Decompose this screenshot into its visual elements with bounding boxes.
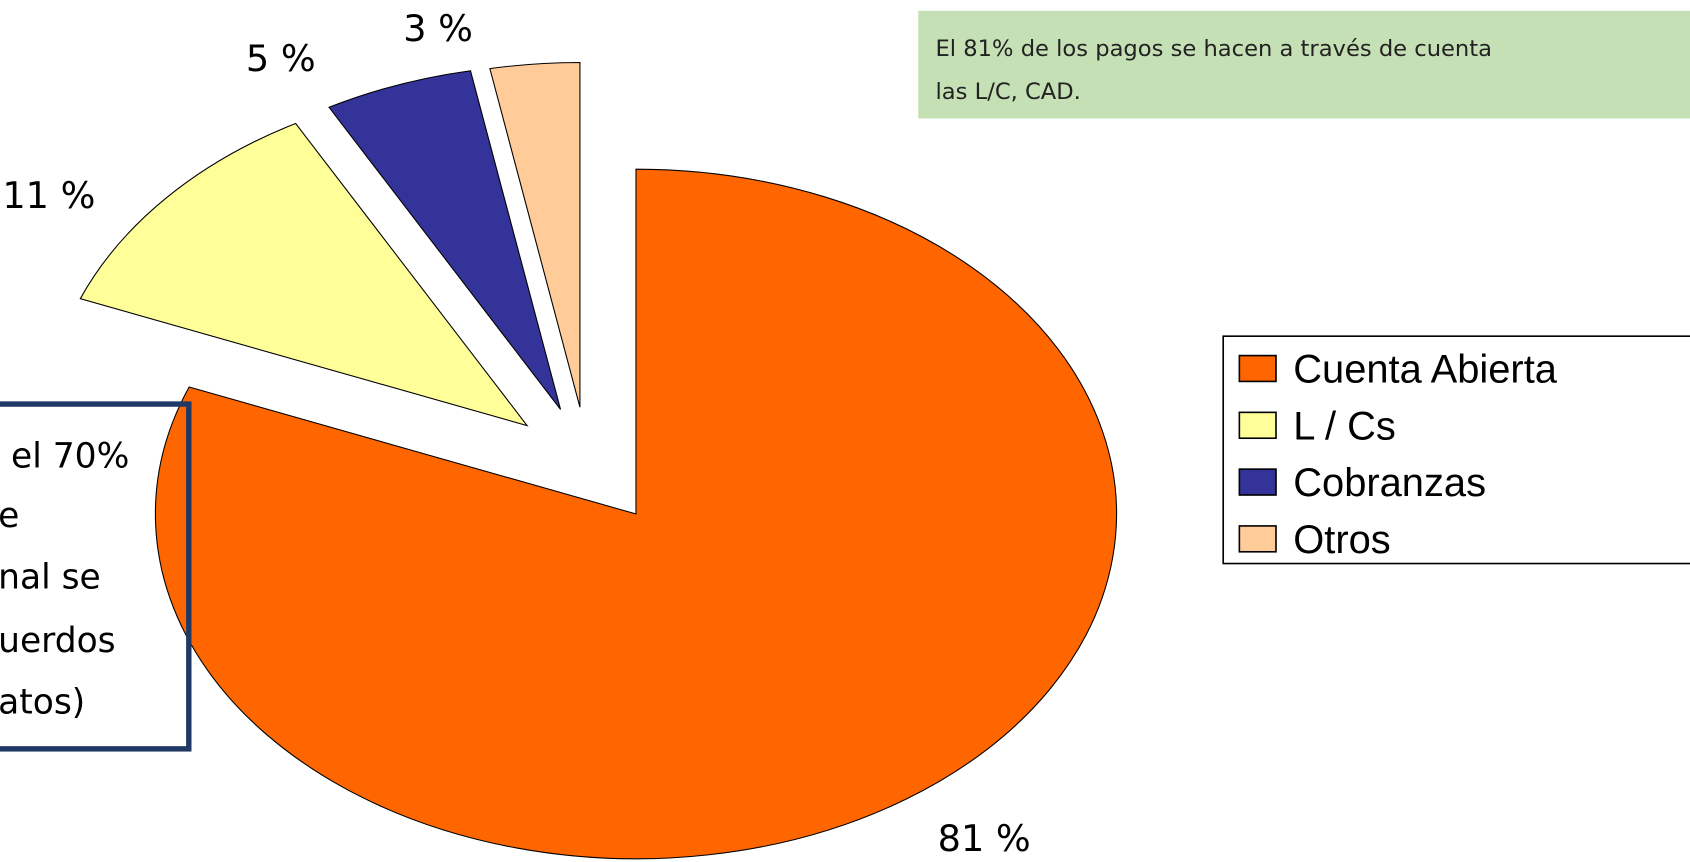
pie-slice [489, 61, 581, 408]
callout-line: e [0, 496, 19, 536]
legend-box [1222, 335, 1690, 565]
callout-line: atos) [0, 682, 85, 722]
legend-swatch [1238, 468, 1277, 496]
callout-line: el 70% [11, 437, 129, 477]
legend-label: Cuenta Abierta [1293, 348, 1558, 392]
note-line: El 81% de los pagos se hacen a través de… [936, 36, 1492, 62]
slice-label: 5 % [246, 37, 316, 80]
legend-label: Otros [1293, 518, 1390, 562]
pie-slice [328, 70, 562, 410]
legend-swatch [1238, 525, 1277, 553]
legend-label: L / Cs [1293, 404, 1396, 448]
slice-label: 3 % [403, 7, 473, 50]
legend-swatch [1238, 411, 1277, 440]
note-box [918, 10, 1690, 119]
note-line: las L/C, CAD. [936, 79, 1081, 105]
pie [79, 61, 1118, 860]
pie-slice [79, 122, 529, 427]
slice-label: 11 % [2, 174, 95, 217]
callout-line: nal se [0, 557, 101, 597]
callout-box [0, 401, 192, 752]
legend-label: Cobranzas [1293, 461, 1486, 505]
pie-slice [154, 168, 1118, 860]
legend-swatch [1238, 354, 1277, 383]
callout-line: uerdos [0, 621, 116, 661]
slice-label: 81 % [938, 817, 1031, 860]
